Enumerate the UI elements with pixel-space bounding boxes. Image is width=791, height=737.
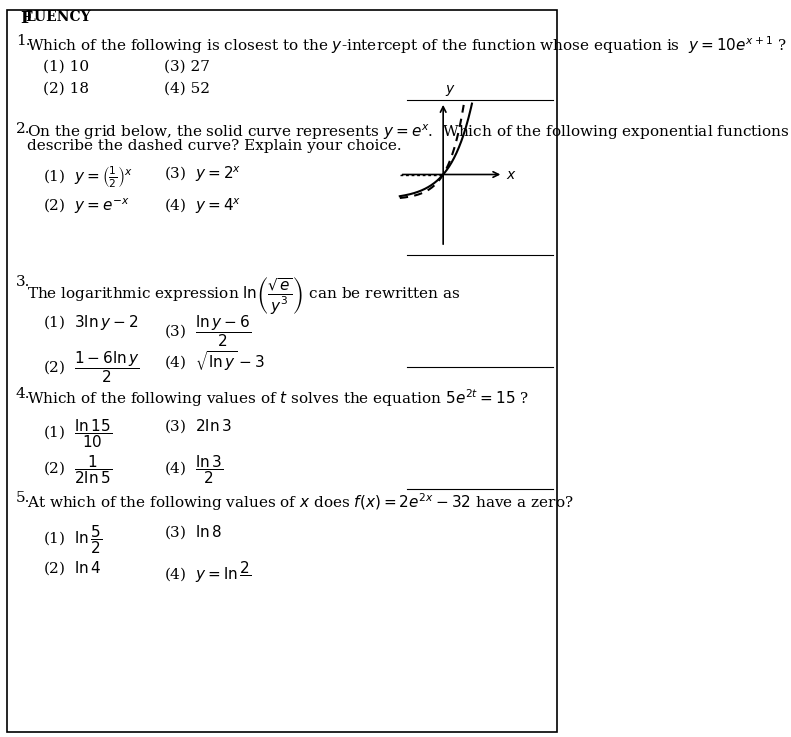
Text: 3.: 3. [16,275,30,289]
Text: (4)  $\dfrac{\ln 3}{2}$: (4) $\dfrac{\ln 3}{2}$ [165,453,224,486]
Text: 1.: 1. [16,34,30,48]
Text: (2)  $\dfrac{1 - 6\ln y}{2}$: (2) $\dfrac{1 - 6\ln y}{2}$ [43,349,140,385]
Text: $x$: $x$ [506,167,517,181]
Text: (2)  $y = e^{-x}$: (2) $y = e^{-x}$ [43,196,129,216]
Text: (1)  $3\ln y - 2$: (1) $3\ln y - 2$ [43,313,138,332]
Text: LUENCY: LUENCY [25,10,91,24]
Text: (3)  $\ln 8$: (3) $\ln 8$ [165,523,222,541]
Text: (4)  $y = \ln\dfrac{2}{\ }$: (4) $y = \ln\dfrac{2}{\ }$ [165,559,252,585]
Text: (1) 10: (1) 10 [43,60,89,74]
Text: (1)  $y = \left(\frac{1}{2}\right)^x$: (1) $y = \left(\frac{1}{2}\right)^x$ [43,164,133,190]
Text: describe the dashed curve? Explain your choice.: describe the dashed curve? Explain your … [27,139,402,153]
Text: (2) 18: (2) 18 [43,82,89,96]
Text: (3)  $y = 2^x$: (3) $y = 2^x$ [165,164,241,184]
Text: (1)  $\ln\dfrac{5}{2}$: (1) $\ln\dfrac{5}{2}$ [43,523,102,556]
Text: Which of the following is closest to the $y$-intercept of the function whose equ: Which of the following is closest to the… [27,34,787,56]
Text: (2)  $\dfrac{1}{2\ln 5}$: (2) $\dfrac{1}{2\ln 5}$ [43,453,112,486]
Text: (2)  $\ln 4$: (2) $\ln 4$ [43,559,101,576]
Text: F: F [20,10,32,27]
Text: (3)  $2\ln 3$: (3) $2\ln 3$ [165,417,232,435]
Text: (4)  $\sqrt{\ln y} - 3$: (4) $\sqrt{\ln y} - 3$ [165,349,265,373]
Text: 4.: 4. [16,387,30,401]
Text: Which of the following values of $t$ solves the equation $5e^{2t} = 15$ ?: Which of the following values of $t$ sol… [27,387,529,409]
Text: On the grid below, the solid curve represents $y = e^x$.  Which of the following: On the grid below, the solid curve repre… [27,122,791,142]
Text: The logarithmic expression $\ln\!\left(\dfrac{\sqrt{e}}{y^3}\right)$ can be rewr: The logarithmic expression $\ln\!\left(\… [27,275,460,316]
Text: (4)  $y = 4^x$: (4) $y = 4^x$ [165,196,241,216]
Text: 2.: 2. [16,122,30,136]
Text: At which of the following values of $x$ does $f(x) = 2e^{2x} - 32$ have a zero?: At which of the following values of $x$ … [27,491,573,513]
Text: (3)  $\dfrac{\ln y - 6}{2}$: (3) $\dfrac{\ln y - 6}{2}$ [165,313,252,349]
Text: 5.: 5. [16,491,30,505]
Text: (4) 52: (4) 52 [165,82,210,96]
Text: $y$: $y$ [445,83,456,98]
Text: (1)  $\dfrac{\ln 15}{10}$: (1) $\dfrac{\ln 15}{10}$ [43,417,112,450]
Text: (3) 27: (3) 27 [165,60,210,74]
